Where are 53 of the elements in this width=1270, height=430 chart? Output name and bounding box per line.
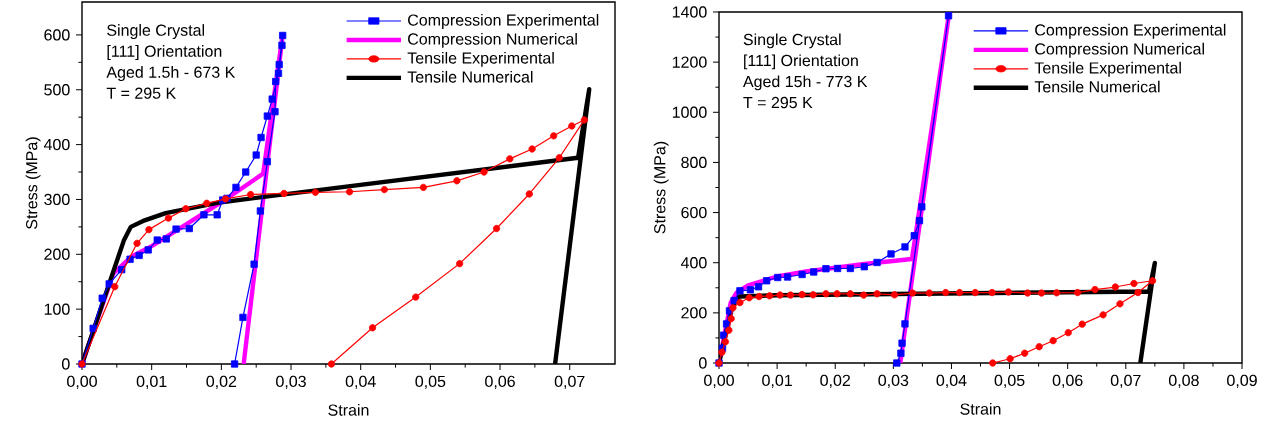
y-tick-label: 0 <box>699 357 707 369</box>
x-tick-label: 0,01 <box>136 375 167 389</box>
x-tick-label: 0,01 <box>762 374 792 388</box>
y-axis-title: Stress (MPa) <box>653 141 669 234</box>
legend-label: Tensile Numerical <box>407 70 533 83</box>
x-tick-label: 0,09 <box>1227 374 1257 388</box>
x-tick-label: 0,07 <box>1110 374 1141 388</box>
y-tick-label: 400 <box>43 138 70 151</box>
x-tick-label: 0,00 <box>704 374 734 388</box>
x-tick-label: 0,03 <box>276 375 306 389</box>
y-tick-label: 1000 <box>672 106 707 118</box>
x-tick-label: 0,07 <box>554 375 585 389</box>
y-tick-label: 300 <box>44 193 70 206</box>
annotation: Aged 15h - 773 K <box>742 75 868 91</box>
annotation: [111] Orientation <box>744 54 858 70</box>
legend-label: Tensile Experimental <box>1034 61 1181 77</box>
x-tick-label: 0,02 <box>206 375 237 389</box>
x-axis-title: Strain <box>960 403 1001 415</box>
y-tick-label: 500 <box>44 84 70 96</box>
y-tick-label: 0 <box>61 358 70 370</box>
legend-label: Tensile Numerical <box>1034 80 1160 93</box>
y-tick-label: 600 <box>681 206 707 219</box>
annotation: Single Crystal <box>743 33 841 49</box>
annotation: T = 295 K <box>743 96 813 109</box>
legend-label: Compression Numerical <box>408 32 577 48</box>
legend-label: Tensile Experimental <box>407 51 554 67</box>
legend-label: Compression Experimental <box>408 13 599 29</box>
x-tick-label: 0,06 <box>1052 374 1083 388</box>
y-tick-label: 800 <box>681 156 707 169</box>
x-tick-label: 0,05 <box>415 375 446 389</box>
x-tick-label: 0,08 <box>1168 374 1199 388</box>
y-tick-label: 1200 <box>672 56 707 68</box>
annotation: T = 295 K <box>106 87 177 99</box>
y-tick-label: 200 <box>44 248 70 260</box>
x-tick-label: 0,04 <box>936 374 967 388</box>
y-tick-label: 600 <box>44 29 70 41</box>
x-axis-title: Strain <box>328 404 369 416</box>
x-tick-label: 0,02 <box>820 374 850 388</box>
y-axis-title: Stress (MPa) <box>25 137 41 229</box>
annotation: Single Crystal <box>107 24 204 40</box>
legend-label: Compression Experimental <box>1035 23 1226 39</box>
y-tick-label: 200 <box>681 307 707 319</box>
legend-label: Compression Numerical <box>1035 42 1204 58</box>
y-tick-label: 100 <box>44 303 70 315</box>
y-tick-label: 400 <box>680 257 707 269</box>
x-tick-label: 0,05 <box>994 374 1025 388</box>
x-tick-label: 0,00 <box>67 375 97 389</box>
y-tick-label: 1400 <box>672 6 707 18</box>
annotation: Aged 1.5h - 673 K <box>106 66 236 82</box>
x-tick-label: 0,03 <box>878 374 909 388</box>
x-tick-label: 0,04 <box>345 375 376 389</box>
annotation: [111] Orientation <box>107 45 222 61</box>
x-tick-label: 0,06 <box>485 375 515 389</box>
